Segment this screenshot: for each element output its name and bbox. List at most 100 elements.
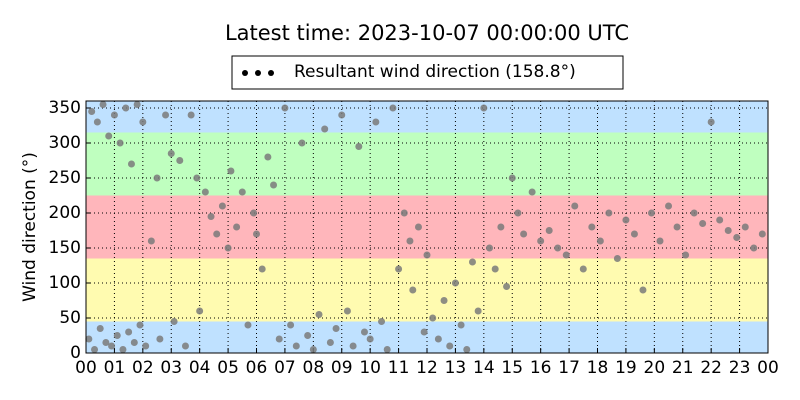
- point: [562, 251, 570, 259]
- point: [156, 335, 164, 343]
- point: [474, 307, 482, 315]
- point: [414, 223, 422, 231]
- point: [349, 342, 357, 350]
- point: [292, 342, 300, 350]
- point: [395, 265, 403, 273]
- point: [497, 223, 505, 231]
- point: [227, 167, 235, 175]
- point: [457, 321, 465, 329]
- y-tick-label: 100: [49, 273, 81, 293]
- point: [588, 223, 596, 231]
- x-tick-label: 08: [303, 358, 325, 378]
- point: [528, 188, 536, 196]
- point: [468, 258, 476, 266]
- band: [86, 101, 768, 133]
- point: [116, 139, 124, 147]
- x-tick-label: 13: [445, 358, 467, 378]
- point: [366, 335, 374, 343]
- point: [656, 237, 664, 245]
- point: [451, 279, 459, 287]
- point: [750, 244, 758, 252]
- point: [630, 230, 638, 238]
- point: [96, 325, 104, 332]
- point: [133, 101, 141, 108]
- points: [85, 101, 766, 353]
- x-tick-label: 04: [189, 358, 211, 378]
- point: [520, 230, 528, 238]
- point: [440, 297, 448, 304]
- point: [429, 314, 437, 322]
- point: [110, 111, 118, 119]
- point: [113, 332, 121, 339]
- point: [193, 174, 201, 182]
- legend-label: Resultant wind direction (158.8°): [294, 62, 576, 82]
- point: [253, 230, 260, 238]
- point: [423, 251, 431, 259]
- x-tick-label: 00: [757, 358, 779, 378]
- point: [724, 227, 732, 234]
- point: [383, 346, 391, 353]
- point: [233, 223, 241, 231]
- point: [716, 216, 724, 224]
- point: [409, 286, 417, 294]
- point: [93, 118, 101, 126]
- y-tick-label: 200: [49, 203, 81, 223]
- point: [486, 244, 494, 252]
- point: [105, 132, 113, 140]
- x-tick-label: 11: [388, 358, 410, 378]
- point: [321, 125, 329, 133]
- legend-marker: [268, 70, 274, 76]
- point: [119, 346, 127, 353]
- point: [270, 181, 278, 189]
- point: [218, 202, 226, 210]
- point: [503, 283, 511, 290]
- point: [554, 244, 562, 252]
- point: [304, 332, 312, 339]
- point: [108, 342, 116, 350]
- point: [176, 157, 184, 164]
- point: [613, 255, 621, 262]
- point: [162, 111, 170, 119]
- point: [315, 311, 323, 318]
- x-tick-label: 05: [217, 358, 239, 378]
- y-axis-label: Wind direction (°): [20, 152, 40, 302]
- point: [514, 209, 522, 217]
- point: [238, 188, 246, 196]
- x-tick-label: 07: [274, 358, 296, 378]
- point: [153, 174, 161, 182]
- point: [275, 335, 283, 343]
- legend-box: [231, 55, 624, 90]
- point: [196, 307, 204, 315]
- point: [298, 139, 306, 147]
- point: [85, 335, 93, 343]
- chart-title: Latest time: 2023-10-07 00:00:00 UTC: [225, 21, 629, 45]
- point: [125, 328, 133, 336]
- x-tick-label: 10: [359, 358, 381, 378]
- point: [147, 237, 155, 245]
- point: [287, 321, 295, 329]
- point: [343, 307, 351, 315]
- x-tick-label: 15: [501, 358, 523, 378]
- x-tick-label: 17: [558, 358, 580, 378]
- point: [690, 209, 698, 217]
- point: [332, 325, 340, 332]
- x-tick-label: 21: [672, 358, 694, 378]
- point: [741, 223, 749, 231]
- y-tick-label: 300: [49, 133, 81, 153]
- point: [733, 234, 741, 241]
- point: [102, 339, 110, 346]
- point: [201, 188, 209, 196]
- point: [508, 174, 516, 182]
- point: [326, 339, 334, 346]
- x-tick-label: 06: [246, 358, 268, 378]
- point: [122, 104, 130, 112]
- point: [309, 346, 317, 353]
- point: [622, 216, 630, 224]
- point: [758, 230, 766, 238]
- x-tick-label: 03: [160, 358, 182, 378]
- point: [420, 328, 428, 336]
- point: [400, 209, 408, 217]
- point: [136, 321, 144, 329]
- legend-marker: [242, 70, 248, 76]
